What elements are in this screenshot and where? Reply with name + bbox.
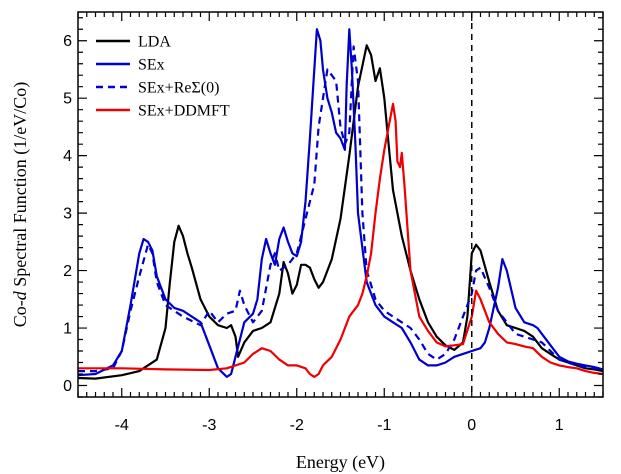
legend: LDA SEx SEx+ReΣ(0) SEx+DDMFT — [96, 34, 230, 120]
legend-label-1: SEx — [138, 57, 165, 74]
series-line-3 — [78, 102, 604, 378]
x-tick-label: -3 — [202, 417, 216, 434]
x-tick-label: 1 — [555, 417, 564, 434]
x-tick-label: 0 — [467, 417, 476, 434]
y-tick-label: 6 — [63, 33, 72, 50]
y-axis-label-italic: d — [10, 290, 30, 300]
legend-label-3: SEx+DDMFT — [138, 103, 230, 120]
y-tick-label: 0 — [63, 378, 72, 395]
x-tick-label: -1 — [377, 417, 391, 434]
y-tick-label: 4 — [63, 148, 72, 165]
tick-mark-path — [77, 12, 604, 398]
y-tick-label: 3 — [63, 206, 72, 223]
x-axis-label: Energy (eV) — [296, 452, 385, 473]
legend-label-2: SEx+ReΣ(0) — [138, 80, 219, 97]
series-line-0 — [77, 44, 604, 380]
y-axis-label-suffix: Spectral Function (1/eV/Co) — [10, 82, 31, 291]
y-axis-label: Co-d Spectral Function (1/eV/Co) — [10, 82, 31, 327]
tick-labels: -4 -3 -2 -1 0 1 0 1 2 3 4 5 6 — [63, 33, 564, 434]
tick-marks — [77, 12, 604, 398]
y-tick-label: 5 — [63, 91, 72, 108]
y-tick-label: 1 — [63, 321, 72, 338]
y-tick-label: 2 — [63, 263, 72, 280]
legend-label-0: LDA — [138, 34, 171, 51]
x-tick-label: -2 — [290, 417, 304, 434]
x-tick-label: -4 — [115, 417, 129, 434]
series-line-2 — [78, 45, 604, 373]
series-line-1 — [77, 28, 604, 378]
y-axis-label-prefix: Co- — [10, 300, 30, 327]
plot-series — [77, 28, 604, 380]
